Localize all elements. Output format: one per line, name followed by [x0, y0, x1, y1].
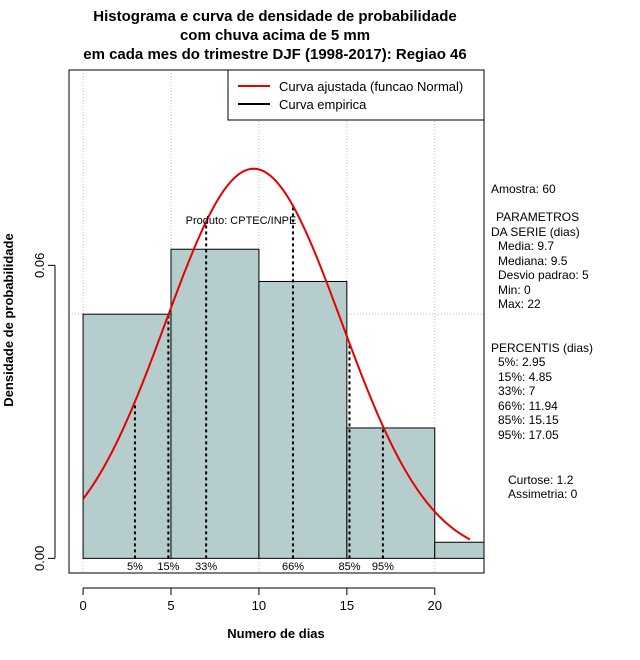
side-statistics-panel: Amostra: 60 PARAMETROS DA SERIE (dias) M…	[491, 182, 593, 501]
legend-box	[227, 69, 485, 121]
y-axis-label: Densidade de probabilidade	[1, 233, 16, 406]
param-max: Max: 22	[498, 297, 541, 311]
x-axis-label: Numero de dias	[227, 626, 325, 641]
param-mean: Media: 9.7	[498, 239, 554, 253]
percentile-lines: 5% 15% 33% 66% 85% 95%	[127, 205, 394, 573]
histogram-bar-0	[82, 313, 172, 559]
percentil-33: 33%: 7	[498, 384, 536, 398]
credit-text: Produto: CPTEC/INPE	[186, 215, 297, 227]
y-tick-label-0: 0.00	[32, 546, 47, 571]
percentile-label-0: 5%	[127, 561, 143, 573]
y-tick-label-1: 0.06	[32, 253, 47, 278]
x-tick-label-4: 20	[428, 598, 442, 613]
percentile-label-1: 15%	[157, 561, 179, 573]
percentil-95: 95%: 17.05	[498, 428, 559, 442]
legend: Curva ajustada (funcao Normal) Curva emp…	[227, 69, 485, 121]
sample-size: Amostra: 60	[491, 182, 556, 196]
skewness: Assimetria: 0	[508, 487, 578, 501]
legend-label-empirical: Curva empirica	[279, 97, 367, 112]
params-header-2: DA SERIE (dias)	[491, 225, 580, 239]
chart-title: Histograma e curva de densidade de proba…	[83, 8, 467, 63]
title-line-3: em cada mes do trimestre DJF (1998-2017)…	[83, 46, 467, 63]
axes: 0 5 10 15 20 0.00 0.06	[32, 253, 442, 613]
kurtosis: Curtose: 1.2	[508, 473, 574, 487]
normal-curve-layer	[82, 167, 471, 541]
percentil-85: 85%: 15.15	[498, 413, 559, 427]
percentil-15: 15%: 4.85	[498, 370, 552, 384]
percentile-label-4: 85%	[338, 561, 360, 573]
param-sd: Desvio padrao: 5	[498, 268, 589, 282]
histogram-bar-3	[346, 427, 436, 559]
legend-label-normal: Curva ajustada (funcao Normal)	[279, 79, 463, 94]
histogram-bars	[82, 248, 485, 559]
percentile-label-5: 95%	[372, 561, 394, 573]
percentile-label-2: 33%	[195, 561, 217, 573]
x-tick-label-1: 5	[167, 598, 174, 613]
param-min: Min: 0	[498, 283, 531, 297]
x-tick-label-2: 10	[252, 598, 266, 613]
percentil-5: 5%: 2.95	[498, 355, 546, 369]
percentis-header: PERCENTIS (dias)	[491, 341, 593, 355]
params-header-1: PARAMETROS	[496, 210, 579, 224]
histogram-bar-4	[434, 541, 485, 559]
percentile-label-3: 66%	[282, 561, 304, 573]
title-line-1: Histograma e curva de densidade de proba…	[93, 8, 456, 25]
normal-curve	[82, 167, 471, 541]
title-line-2: com chuva acima de 5 mm	[180, 27, 370, 44]
histogram-bar-2	[258, 280, 348, 559]
x-tick-label-0: 0	[79, 598, 86, 613]
param-median: Mediana: 9.5	[498, 254, 568, 268]
histogram-bar-1	[170, 248, 260, 559]
x-tick-label-3: 15	[340, 598, 354, 613]
percentil-66: 66%: 11.94	[498, 399, 558, 413]
